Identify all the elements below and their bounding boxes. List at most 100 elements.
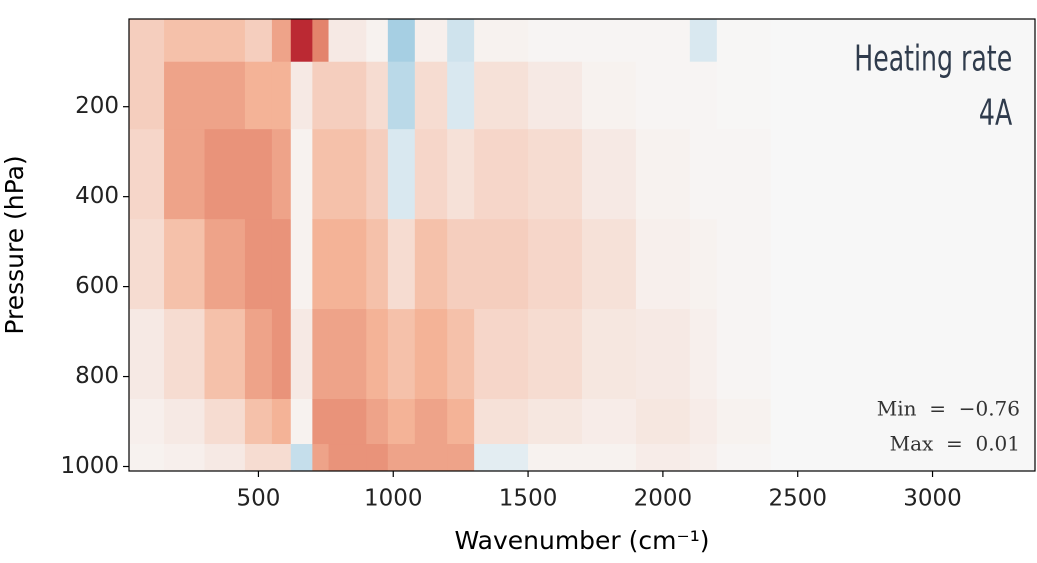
x-axis-label: Wavenumber (cm⁻¹) (455, 526, 710, 555)
y-tick-label: 600 (75, 273, 119, 299)
heatmap-cell (474, 61, 529, 130)
heatmap-cell (447, 444, 475, 472)
heatmap-cell (312, 399, 330, 445)
heatmap-cell (164, 129, 205, 220)
heatmap-cell (271, 444, 292, 472)
heatmap-cell (271, 219, 292, 310)
heatmap-cell (387, 309, 416, 400)
heatmap-cell (312, 61, 330, 130)
heatmap-cell (635, 399, 691, 445)
heatmap-cell (716, 444, 772, 472)
heatmap-cell (328, 61, 367, 130)
heatmap-cell (244, 61, 273, 130)
heatmap-cell (312, 129, 330, 220)
heatmap-cell (290, 19, 313, 63)
heatmap-cell (447, 309, 475, 400)
heatmap-cell (129, 444, 165, 472)
heatmap-cell (414, 309, 448, 400)
y-tick-label: 800 (75, 363, 119, 389)
heatmap-cell (271, 399, 292, 445)
heatmap-cell (770, 61, 1036, 130)
chart-title: Heating rate (854, 38, 1012, 80)
heatmap-cell (290, 444, 313, 472)
heatmap-cell (528, 19, 583, 63)
x-tick-label: 1500 (499, 486, 558, 512)
heatmap-cell (528, 219, 583, 310)
heatmap-cell (635, 309, 691, 400)
heatmap-cell (164, 219, 205, 310)
heatmap-cell (528, 61, 583, 130)
plot-frame (128, 18, 1036, 472)
heatmap-cell (414, 399, 448, 445)
heatmap-cell (164, 399, 205, 445)
y-tick-label: 1000 (60, 453, 119, 479)
heatmap-cell (474, 309, 529, 400)
heatmap-cell (582, 444, 637, 472)
heatmap-cell (582, 61, 637, 130)
heatmap-cell (290, 399, 313, 445)
heatmap-cell (312, 444, 330, 472)
heatmap-cell (635, 19, 691, 63)
heatmap-cell (528, 129, 583, 220)
y-tick-label: 200 (75, 93, 119, 119)
heatmap-cell (689, 61, 718, 130)
x-tick-label: 500 (236, 486, 280, 512)
heatmap-cell (716, 19, 772, 63)
heatmap-cell (528, 399, 583, 445)
heatmap-cell (204, 309, 246, 400)
heatmap (129, 19, 1036, 472)
heatmap-cell (204, 399, 246, 445)
heatmap-cell (414, 444, 448, 472)
heatmap-cell (129, 219, 165, 310)
heatmap-cell (387, 19, 416, 63)
heatmap-cell (290, 309, 313, 400)
heatmap-cell (474, 129, 529, 220)
heatmap-cell (328, 399, 367, 445)
heatmap-cell (447, 61, 475, 130)
heatmap-cell (244, 444, 273, 472)
heatmap-cell (204, 129, 246, 220)
heatmap-cell (366, 61, 389, 130)
heatmap-cell (204, 219, 246, 310)
heatmap-cell (582, 219, 637, 310)
heatmap-cell (474, 219, 529, 310)
heatmap-cell (366, 444, 389, 472)
heatmap-cell (129, 61, 165, 130)
heatmap-cell (528, 309, 583, 400)
heatmap-cell (244, 219, 273, 310)
heatmap-cell (447, 399, 475, 445)
heatmap-cell (328, 309, 367, 400)
heatmap-cell (582, 19, 637, 63)
heatmap-cell (474, 399, 529, 445)
heatmap-cell (366, 129, 389, 220)
heatmap-cell (164, 444, 205, 472)
y-tick-label: 400 (75, 183, 119, 209)
heatmap-cell (689, 129, 718, 220)
x-tick-label: 1000 (364, 486, 423, 512)
x-tick-label: 2000 (634, 486, 693, 512)
x-tick-label: 2500 (768, 486, 827, 512)
heatmap-cell (770, 19, 1036, 63)
heatmap-cell (414, 61, 448, 130)
heatmap-cell (204, 19, 246, 63)
heatmap-cell (635, 219, 691, 310)
heatmap-cell (582, 309, 637, 400)
heatmap-cell (244, 129, 273, 220)
heatmap-cell (129, 399, 165, 445)
heatmap-cell (635, 61, 691, 130)
heatmap-cell (414, 19, 448, 63)
heatmap-cell (635, 444, 691, 472)
heatmap-cell (414, 129, 448, 220)
heatmap-cell (474, 19, 529, 63)
heatmap-cell (271, 309, 292, 400)
heatmap-cell (387, 129, 416, 220)
chart-subtitle: 4A (979, 92, 1012, 134)
heatmap-cell (164, 19, 205, 63)
heatmap-cell (290, 61, 313, 130)
heatmap-cell (312, 219, 330, 310)
heatmap-cell (582, 129, 637, 220)
heatmap-cell (328, 19, 367, 63)
heatmap-cell (770, 129, 1036, 220)
heatmap-cell (582, 399, 637, 445)
